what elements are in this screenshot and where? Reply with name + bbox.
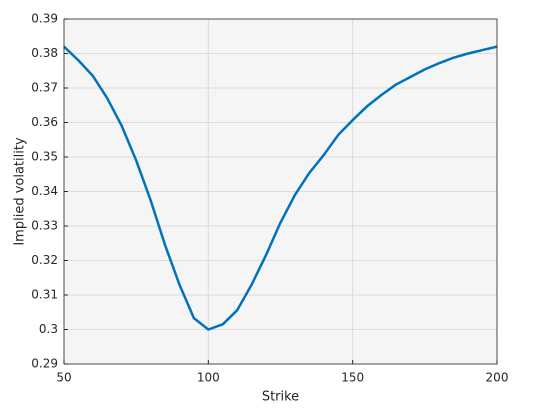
- y-tick-label: 0.29: [31, 357, 58, 371]
- y-tick-label: 0.31: [31, 288, 58, 302]
- y-tick-label: 0.36: [31, 115, 58, 129]
- y-tick-label: 0.32: [31, 253, 58, 267]
- y-tick-label: 0.34: [31, 184, 58, 198]
- line: [63, 45, 498, 331]
- x-tick-label: 100: [197, 371, 220, 385]
- x-axis-label: Strike: [262, 390, 299, 405]
- y-tick-label: 0.33: [31, 219, 58, 233]
- x-tick-label: 50: [56, 371, 71, 385]
- y-tick-label: 0.37: [31, 81, 58, 95]
- x-tick-label: 200: [486, 371, 509, 385]
- y-tick-label: 0.35: [31, 150, 58, 164]
- y-tick-label: 0.38: [31, 46, 58, 60]
- y-tick-label: 0.3: [39, 322, 58, 336]
- x-tick-label: 150: [341, 371, 364, 385]
- y-axis-label: Implied volatility: [13, 137, 28, 246]
- y-tick-label: 0.39: [31, 12, 58, 26]
